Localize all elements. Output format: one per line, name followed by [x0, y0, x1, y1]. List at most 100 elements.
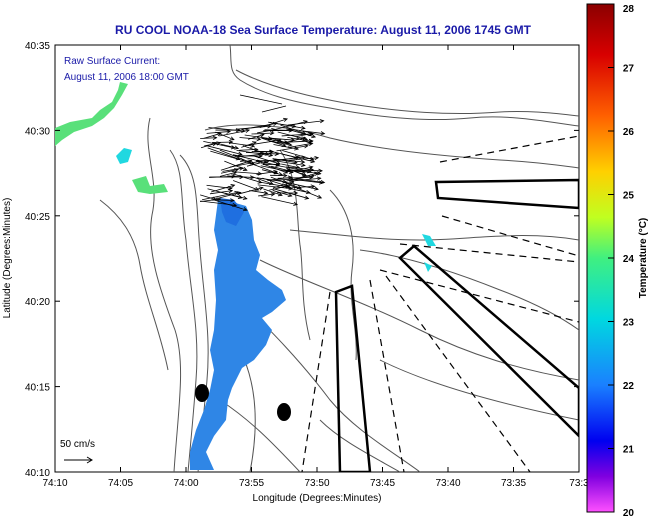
colorbar-tick-label: 25	[623, 191, 635, 202]
current-vector	[206, 184, 232, 189]
colorbar-tick-label: 26	[623, 127, 635, 138]
current-vector	[203, 140, 235, 149]
current-vector-head	[320, 131, 326, 136]
current-vector	[273, 158, 305, 163]
current-vector-head	[310, 158, 316, 164]
current-vector	[234, 155, 262, 157]
current-vector-head	[242, 207, 248, 212]
current-vector	[268, 121, 305, 129]
current-vector-head	[285, 184, 291, 189]
current-vector	[247, 134, 265, 140]
scale-label: 50 cm/s	[60, 439, 95, 450]
current-vector	[261, 169, 283, 176]
current-vector	[258, 193, 275, 197]
current-vector-head	[232, 202, 238, 208]
current-vector-head	[300, 162, 306, 168]
current-vector-head	[301, 169, 307, 174]
current-vector	[200, 194, 217, 201]
current-vector-head	[288, 186, 294, 191]
current-vector	[296, 137, 312, 145]
current-vector-head	[270, 192, 276, 197]
current-vector-head	[295, 164, 301, 170]
current-vector-head	[300, 125, 306, 130]
x-tick-label: 73:3	[569, 478, 589, 489]
current-vector-head	[314, 155, 320, 161]
current-vector	[204, 142, 221, 147]
current-vector	[210, 150, 245, 162]
current-vector	[276, 140, 313, 144]
current-vector	[215, 199, 234, 201]
current-vector-head	[231, 174, 237, 179]
current-vector	[262, 177, 290, 188]
current-vector	[264, 129, 293, 131]
coastline-contours	[99, 45, 579, 472]
current-vector-head	[216, 132, 222, 137]
current-vector	[245, 139, 281, 146]
current-vector	[277, 131, 308, 140]
current-vector	[289, 177, 321, 182]
current-vector-head	[256, 136, 262, 142]
y-tick-label: 40:10	[25, 468, 50, 479]
current-vector-head	[303, 136, 309, 141]
current-vector	[282, 150, 314, 161]
current-vector-head	[293, 190, 299, 196]
current-vector	[239, 94, 283, 105]
current-vector	[286, 166, 314, 171]
y-tick-label: 40:20	[25, 297, 50, 308]
colorbar-tick-label: 23	[623, 318, 635, 329]
current-vector	[245, 152, 279, 155]
current-vector	[239, 137, 261, 140]
current-vector-head	[311, 134, 317, 139]
current-vector	[207, 147, 240, 160]
current-vector	[261, 196, 298, 205]
x-tick-label: 74:00	[173, 478, 198, 489]
current-vector-head	[212, 196, 217, 201]
sst-pixels	[55, 82, 436, 470]
current-vector-head	[300, 159, 306, 164]
current-vector-head	[236, 191, 242, 196]
current-note-line1: Raw Surface Current:	[64, 56, 160, 67]
current-vector-head	[285, 183, 290, 188]
x-tick-label: 73:55	[239, 478, 264, 489]
x-tick-label: 73:50	[304, 478, 329, 489]
current-vector-head	[256, 159, 262, 164]
current-vector-head	[274, 151, 280, 156]
current-vector	[273, 144, 299, 150]
current-vector-head	[259, 133, 265, 138]
current-vector-head	[263, 190, 269, 195]
current-vector	[251, 132, 274, 135]
current-vector	[210, 192, 241, 201]
current-vector	[209, 190, 233, 195]
current-vector	[263, 188, 283, 196]
colorbar: 28 27 26 25 24 23 22 21 20 Temperature (°C)	[586, 3, 649, 518]
current-vector-head	[239, 166, 244, 171]
current-vector	[280, 124, 306, 134]
current-vector-head	[230, 184, 236, 189]
current-vector-head	[287, 142, 293, 147]
current-vector	[286, 128, 316, 138]
current-vector	[257, 184, 293, 190]
y-tick-label: 40:15	[25, 383, 50, 394]
current-vector	[229, 160, 261, 168]
current-vector-head	[242, 195, 248, 200]
current-vector	[261, 105, 287, 113]
current-vector	[244, 134, 272, 140]
current-vector	[246, 160, 270, 167]
current-vector-head	[282, 179, 288, 184]
current-vector	[224, 192, 247, 200]
current-vector	[288, 184, 322, 199]
current-vector	[215, 131, 235, 141]
current-vector	[222, 167, 244, 172]
colorbar-tick-label: 27	[623, 64, 635, 75]
current-vector	[281, 163, 300, 169]
current-vector-head	[307, 140, 313, 145]
lane-box-south	[334, 284, 372, 472]
current-vector	[272, 188, 309, 199]
current-vector-head	[242, 167, 248, 171]
current-vector-head	[314, 171, 320, 176]
y-tick-label: 40:25	[25, 212, 50, 223]
current-vector	[202, 191, 239, 201]
sst-patch-blue-dark	[220, 198, 244, 226]
scale-vector-head	[86, 456, 93, 464]
